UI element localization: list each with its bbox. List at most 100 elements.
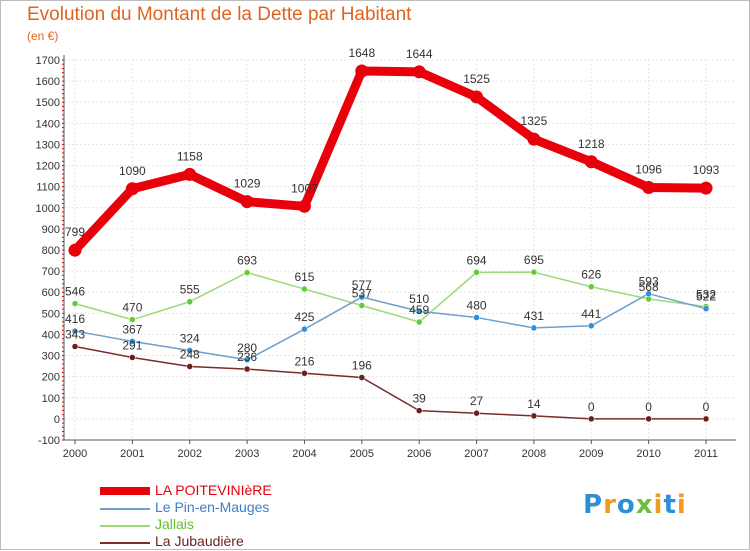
data-point bbox=[355, 64, 369, 78]
data-label: 615 bbox=[294, 270, 314, 284]
data-point bbox=[243, 269, 251, 276]
legend-label-pin-en-mauges: Le Pin-en-Mauges bbox=[155, 499, 270, 515]
data-label: 236 bbox=[237, 350, 257, 364]
data-point bbox=[645, 415, 652, 423]
data-point bbox=[470, 90, 484, 104]
x-tick-label: 2011 bbox=[694, 448, 718, 460]
legend-label-poitevin: LA POITEVINIèRE bbox=[155, 482, 272, 498]
y-tick-label: 200 bbox=[42, 372, 60, 384]
data-point bbox=[702, 415, 710, 423]
y-tick-label: 1600 bbox=[36, 76, 60, 88]
legend-item-pin-en-mauges: Le Pin-en-Mauges bbox=[100, 499, 420, 517]
data-point bbox=[527, 132, 541, 146]
data-label: 480 bbox=[467, 299, 487, 313]
data-label: 280 bbox=[237, 341, 257, 355]
data-label: 537 bbox=[352, 287, 372, 301]
data-label: 431 bbox=[524, 309, 544, 323]
data-point bbox=[68, 243, 82, 257]
data-point bbox=[71, 327, 79, 335]
data-label: 27 bbox=[470, 394, 484, 408]
data-label: 626 bbox=[581, 268, 601, 282]
data-point bbox=[243, 365, 251, 373]
data-label: 1096 bbox=[635, 163, 662, 177]
series-line-1 bbox=[74, 292, 707, 361]
data-point bbox=[530, 324, 538, 332]
y-tick-label: 600 bbox=[42, 287, 60, 299]
data-label: 1325 bbox=[521, 114, 548, 128]
legend-item-jallais: Jallais bbox=[100, 516, 420, 534]
legend-swatch-pin-en-mauges bbox=[100, 508, 150, 510]
y-tick-label: 800 bbox=[42, 245, 60, 257]
y-tick-label: 1700 bbox=[36, 55, 60, 67]
y-tick-label: 400 bbox=[42, 329, 60, 341]
data-point bbox=[415, 407, 423, 414]
data-point bbox=[358, 302, 366, 309]
data-point bbox=[645, 290, 652, 297]
data-label: 291 bbox=[122, 338, 142, 352]
logo-letter: P bbox=[583, 490, 604, 520]
data-label: 216 bbox=[294, 354, 314, 368]
chart-legend: LA POITEVINIèRE Le Pin-en-Mauges Jallais… bbox=[100, 482, 420, 551]
x-tick-label: 2008 bbox=[522, 448, 546, 460]
y-tick-label: 1400 bbox=[36, 118, 60, 130]
legend-swatch-poitevin bbox=[100, 487, 150, 495]
data-label: 695 bbox=[524, 253, 544, 267]
x-tick-label: 2006 bbox=[407, 448, 431, 460]
data-label: 693 bbox=[237, 254, 257, 268]
data-point bbox=[129, 338, 136, 345]
data-label: 343 bbox=[65, 327, 85, 341]
data-point bbox=[129, 316, 136, 323]
data-point bbox=[473, 409, 480, 417]
x-tick-label: 2009 bbox=[579, 448, 603, 460]
data-point bbox=[301, 325, 308, 333]
legend-label-jubaudiere: La Jubaudière bbox=[155, 533, 244, 549]
data-point bbox=[129, 354, 136, 361]
y-tick-label: 1300 bbox=[36, 139, 60, 151]
data-point bbox=[71, 300, 79, 307]
data-point bbox=[71, 343, 79, 350]
data-point bbox=[642, 181, 656, 195]
y-tick-label: 1200 bbox=[36, 161, 60, 173]
data-label: 14 bbox=[527, 397, 541, 411]
data-label: 1093 bbox=[693, 163, 720, 177]
data-label: 1029 bbox=[234, 177, 261, 191]
data-label: 1007 bbox=[291, 181, 318, 195]
series-line-2 bbox=[74, 271, 707, 323]
data-label: 1525 bbox=[463, 72, 490, 86]
data-point bbox=[358, 374, 366, 381]
legend-item-poitevin: LA POITEVINIèRE bbox=[100, 482, 420, 500]
x-tick-label: 2002 bbox=[177, 448, 201, 460]
data-label: 425 bbox=[294, 310, 314, 324]
data-label: 555 bbox=[180, 283, 200, 297]
logo-letter: r bbox=[603, 490, 617, 520]
data-point bbox=[473, 269, 480, 276]
data-label: 196 bbox=[352, 359, 372, 373]
data-label: 0 bbox=[645, 400, 652, 414]
data-point bbox=[183, 167, 197, 181]
logo-letter: i bbox=[676, 490, 687, 520]
y-tick-label: 100 bbox=[42, 393, 60, 405]
legend-swatch-jallais bbox=[100, 525, 150, 527]
legend-swatch-jubaudiere bbox=[100, 542, 150, 544]
data-label: 593 bbox=[639, 275, 659, 289]
y-tick-label: 1100 bbox=[36, 182, 60, 194]
data-label: 367 bbox=[122, 322, 142, 336]
data-point bbox=[186, 298, 193, 305]
chart-subtitle: (en €) bbox=[27, 29, 59, 43]
data-point bbox=[530, 412, 538, 420]
data-point bbox=[358, 293, 366, 301]
series-line-0 bbox=[70, 66, 711, 255]
data-label: 532 bbox=[696, 288, 716, 302]
data-point bbox=[240, 195, 254, 209]
data-point bbox=[301, 370, 308, 377]
data-point bbox=[473, 314, 480, 321]
data-label: 568 bbox=[639, 280, 659, 294]
y-tick-label: 1000 bbox=[36, 203, 60, 215]
data-point bbox=[588, 415, 595, 423]
data-point bbox=[699, 181, 713, 195]
x-tick-label: 2003 bbox=[235, 448, 259, 460]
data-point bbox=[415, 307, 423, 315]
logo-letter: i bbox=[653, 490, 664, 520]
x-tick-label: 2005 bbox=[350, 448, 374, 460]
